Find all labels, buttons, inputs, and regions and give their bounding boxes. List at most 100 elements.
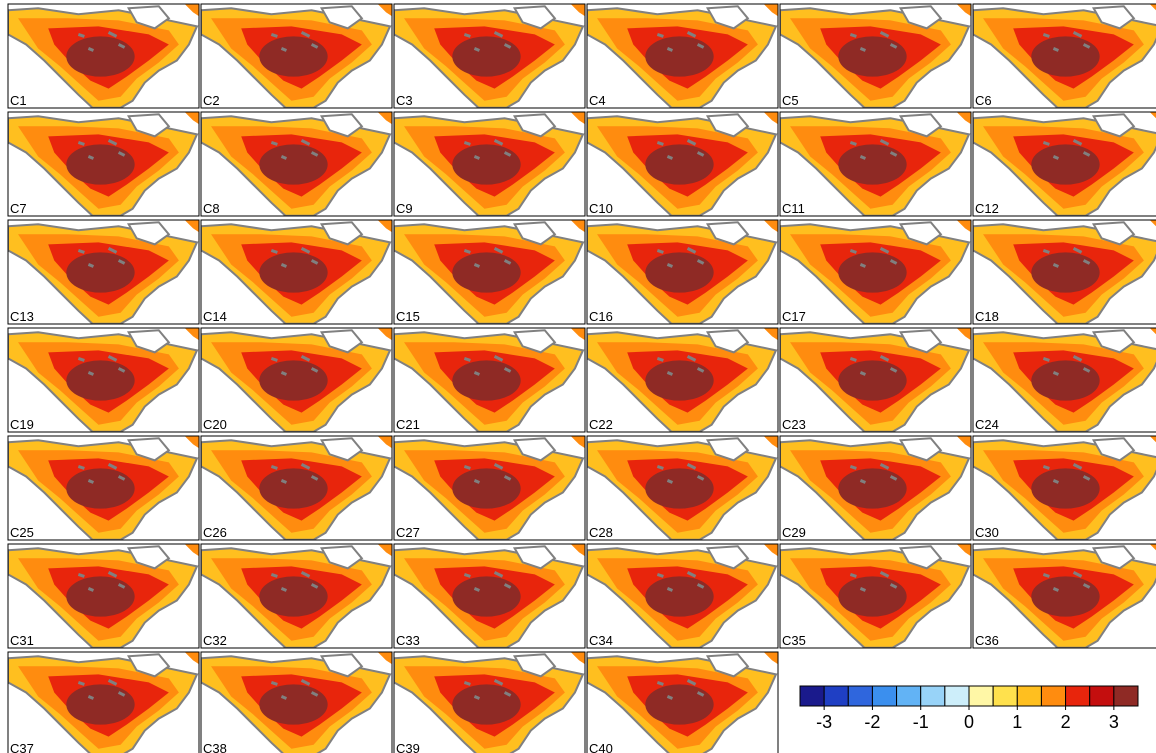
map-image bbox=[587, 436, 778, 540]
panel-frame bbox=[779, 3, 972, 109]
tick-label: 0 bbox=[964, 712, 974, 732]
panel-frame bbox=[586, 543, 779, 649]
color-box bbox=[847, 685, 873, 707]
label-bg bbox=[202, 308, 228, 323]
panel-label: C36 bbox=[975, 633, 999, 648]
tick-label: 1 bbox=[1012, 712, 1022, 732]
panel-label: C22 bbox=[589, 417, 613, 432]
label-bg bbox=[9, 740, 35, 753]
map-image bbox=[973, 544, 1156, 648]
panel-frame bbox=[779, 111, 972, 217]
map-panel: C8 bbox=[200, 111, 393, 217]
map-image bbox=[8, 652, 199, 753]
panel-label: C3 bbox=[396, 93, 413, 108]
label-bg bbox=[974, 416, 1000, 431]
tick-label: 2 bbox=[1061, 712, 1071, 732]
panel-label: C21 bbox=[396, 417, 420, 432]
label-bg bbox=[588, 524, 614, 539]
map-panel: C3 bbox=[393, 3, 586, 109]
panel-frame bbox=[779, 327, 972, 433]
label-bg bbox=[202, 524, 228, 539]
map-panel: C24 bbox=[972, 327, 1156, 433]
map-panel: C28 bbox=[586, 435, 779, 541]
label-bg bbox=[974, 308, 1000, 323]
map-image bbox=[780, 544, 971, 648]
map-image bbox=[587, 220, 778, 324]
panel-frame bbox=[200, 651, 393, 753]
panel-frame bbox=[972, 3, 1156, 109]
label-bg bbox=[9, 524, 35, 539]
color-box bbox=[1040, 685, 1067, 707]
map-panel: C39 bbox=[393, 651, 586, 753]
map-image bbox=[973, 328, 1156, 432]
panel-label: C38 bbox=[203, 741, 227, 753]
panel-label: C13 bbox=[10, 309, 34, 324]
color-box bbox=[896, 685, 922, 707]
map-panel: C12 bbox=[972, 111, 1156, 217]
map-panel: C6 bbox=[972, 3, 1156, 109]
panel-label: C6 bbox=[975, 93, 992, 108]
tick-label: 3 bbox=[1109, 712, 1119, 732]
panel-frame bbox=[586, 435, 779, 541]
panel-label: C23 bbox=[782, 417, 806, 432]
label-bg bbox=[9, 308, 35, 323]
map-image bbox=[201, 220, 392, 324]
label-bg bbox=[395, 308, 421, 323]
map-panel: C22 bbox=[586, 327, 779, 433]
panel-frame bbox=[200, 543, 393, 649]
label-bg bbox=[588, 632, 614, 647]
map-panel: C20 bbox=[200, 327, 393, 433]
label-bg bbox=[9, 200, 35, 215]
map-panel: C32 bbox=[200, 543, 393, 649]
panel-label: C8 bbox=[203, 201, 220, 216]
panel-label: C9 bbox=[396, 201, 413, 216]
label-bg bbox=[781, 200, 807, 215]
label-bg bbox=[588, 92, 614, 107]
panel-frame bbox=[393, 219, 586, 325]
map-image bbox=[8, 436, 199, 540]
color-box bbox=[1065, 685, 1091, 707]
panel-frame bbox=[200, 3, 393, 109]
color-box bbox=[799, 685, 825, 707]
panel-label: C17 bbox=[782, 309, 806, 324]
color-box bbox=[1016, 685, 1042, 707]
panel-label: C32 bbox=[203, 633, 227, 648]
label-bg bbox=[395, 632, 421, 647]
label-bg bbox=[781, 416, 807, 431]
panel-label: C26 bbox=[203, 525, 227, 540]
map-panel: C1 bbox=[7, 3, 200, 109]
panel-frame bbox=[200, 111, 393, 217]
panel-label: C14 bbox=[203, 309, 227, 324]
map-panel: C36 bbox=[972, 543, 1156, 649]
label-bg bbox=[781, 92, 807, 107]
map-panel: C33 bbox=[393, 543, 586, 649]
map-panel: C37 bbox=[7, 651, 200, 753]
label-bg bbox=[9, 416, 35, 431]
map-panel: C5 bbox=[779, 3, 972, 109]
label-bg bbox=[9, 92, 35, 107]
panel-frame bbox=[586, 327, 779, 433]
panel-frame bbox=[779, 435, 972, 541]
map-image bbox=[201, 112, 392, 216]
panel-label: C5 bbox=[782, 93, 799, 108]
map-panel: C17 bbox=[779, 219, 972, 325]
panel-frame bbox=[972, 327, 1156, 433]
map-image bbox=[394, 436, 585, 540]
map-image bbox=[587, 652, 778, 753]
panel-label: C28 bbox=[589, 525, 613, 540]
map-panel: C10 bbox=[586, 111, 779, 217]
map-image bbox=[780, 328, 971, 432]
map-image bbox=[780, 4, 971, 108]
panel-label: C10 bbox=[589, 201, 613, 216]
panel-frame bbox=[393, 327, 586, 433]
panel-label: C11 bbox=[782, 201, 805, 216]
map-image bbox=[780, 220, 971, 324]
map-panel: C11 bbox=[779, 111, 972, 217]
map-image bbox=[201, 436, 392, 540]
panel-frame bbox=[7, 651, 200, 753]
panel-frame bbox=[779, 543, 972, 649]
label-bg bbox=[974, 524, 1000, 539]
map-image bbox=[201, 652, 392, 753]
panel-frame bbox=[779, 219, 972, 325]
